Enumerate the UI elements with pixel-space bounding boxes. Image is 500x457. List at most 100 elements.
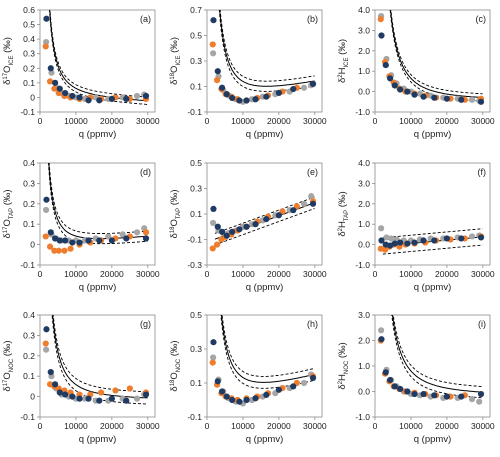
fit-lower-bound [51, 315, 148, 405]
plot-frame [39, 314, 156, 418]
x-tick-label: 10000 [64, 116, 88, 126]
panel-label: (g) [140, 319, 151, 329]
data-point [391, 82, 398, 89]
fit-curve [52, 315, 148, 399]
data-point [229, 94, 236, 102]
panel-label: (b) [307, 14, 318, 24]
chart-panel: 0 10000 20000 30000-0.100.10.20.30.40.50.6q… [2, 5, 160, 140]
y-tick-label: -0.1 [20, 107, 35, 117]
data-point [43, 346, 50, 353]
y-tick-label: -0.1 [187, 235, 202, 245]
data-point [420, 390, 427, 398]
data-point [218, 228, 226, 235]
y-tick-label: -0.1 [187, 412, 202, 422]
data-point [46, 243, 54, 250]
plot-frame [374, 9, 491, 113]
data-point [209, 245, 216, 252]
data-point [62, 237, 69, 244]
y-tick-label: 0.0 [358, 240, 370, 250]
y-tick-label: 0.3 [23, 178, 35, 188]
data-point [443, 95, 450, 102]
data-point [218, 84, 226, 91]
chart-panel: 0 10000 20000 30000 -0.1 0.1 0.3 0.5 0.7 q (ppmv)… [169, 5, 327, 140]
data-point [458, 393, 465, 400]
data-point [105, 233, 112, 240]
y-axis-label: δ17OICE (‰) [2, 37, 15, 85]
data-point [213, 77, 221, 84]
data-point [309, 80, 317, 88]
data-point [133, 92, 141, 100]
data-point [69, 239, 76, 246]
data-point [263, 391, 270, 398]
data-point [47, 229, 54, 236]
data-point [42, 43, 49, 50]
y-axis-label: δ17ONOC (‰) [2, 340, 15, 391]
chart-panel: 0 10000 20000 30000 -1.0 0.0 1.0 2.0 3.0 q (ppmv)… [337, 310, 495, 445]
data-point [391, 383, 398, 390]
data-point [42, 233, 49, 240]
plot-frame [374, 162, 491, 266]
data-point [404, 388, 411, 395]
chart-panel: 0 10000 20000 30000-0.100.10.20.30.4q (ppmv… [2, 310, 160, 445]
data-point [443, 393, 450, 400]
y-tick-label: 0.0 [358, 87, 370, 97]
panel-label: (e) [307, 167, 318, 177]
data-point [300, 379, 308, 387]
data-point [431, 94, 438, 101]
fit-curve [49, 10, 148, 102]
x-tick-label: 20000 [435, 269, 459, 279]
data-point [397, 385, 404, 393]
data-point [85, 237, 92, 244]
y-tick-label: 0.4 [23, 310, 35, 320]
data-point [263, 216, 270, 223]
fit-lower-bound [49, 10, 148, 105]
panel-label: (h) [307, 319, 318, 329]
data-point [383, 234, 390, 241]
data-point [47, 369, 54, 376]
y-tick-label: -1.0 [355, 260, 370, 270]
data-point [85, 97, 92, 104]
data-point [378, 32, 385, 39]
panel-label: (i) [478, 319, 486, 329]
data-point [300, 84, 308, 91]
y-axis-label: δ2HTAP (‰) [337, 191, 350, 236]
data-point [458, 96, 465, 103]
data-point [378, 237, 385, 244]
data-point [218, 388, 226, 395]
data-point [108, 95, 115, 102]
data-point [386, 242, 394, 249]
x-tick-label: 0 [205, 269, 210, 279]
plot-frame [206, 162, 323, 266]
data-point [214, 378, 221, 385]
y-tick-label: 2.0 [358, 46, 370, 56]
chart-panel: 0 10000 20000 30000 -1.0 0.0 1.0 2.0 3.0 4.0 q (pp… [337, 5, 495, 140]
data-point [404, 88, 411, 95]
data-point [275, 212, 282, 219]
x-tick-label: 0 [38, 421, 43, 431]
data-point [477, 390, 485, 398]
y-tick-label: 0.3 [23, 330, 35, 340]
data-point [300, 200, 308, 207]
fit-curve [219, 10, 315, 87]
x-tick-label: 10000 [399, 421, 423, 431]
x-tick-label: 0 [205, 421, 210, 431]
x-axis-label: q (ppmv) [79, 434, 116, 445]
x-tick-label: 10000 [231, 421, 255, 431]
data-point [252, 395, 259, 402]
data-point [382, 369, 389, 376]
data-point [391, 240, 398, 247]
data-point [404, 240, 411, 247]
data-point [108, 395, 115, 402]
y-tick-label: 4.0 [358, 158, 370, 168]
data-point [411, 390, 418, 398]
y-tick-label: 0.1 [23, 371, 35, 381]
x-tick-label: 30000 [471, 421, 495, 431]
data-point [142, 229, 150, 236]
data-point [243, 97, 250, 104]
chart-panel: 0 10000 20000 30000 -1.0 0.0 1.0 2.0 3.0 4.0 q (pp… [337, 158, 495, 293]
fit-lower-bound [214, 208, 315, 246]
data-point [97, 389, 105, 396]
x-axis-label: q (ppmv) [79, 129, 116, 140]
fit-upper-bound [48, 163, 148, 234]
